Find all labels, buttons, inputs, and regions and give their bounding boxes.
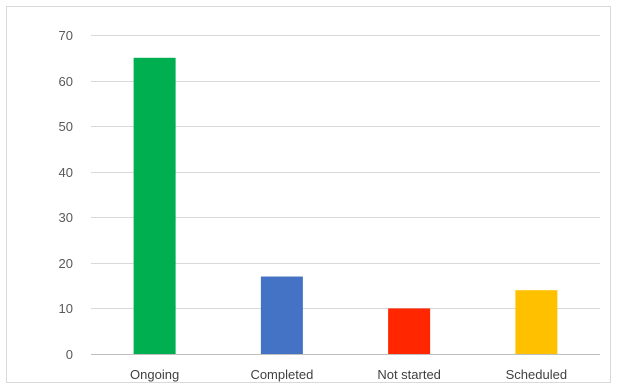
gridlines bbox=[91, 35, 600, 309]
y-tick-label-70: 70 bbox=[59, 28, 73, 43]
y-tick-label-40: 40 bbox=[59, 165, 73, 180]
y-tick-label-60: 60 bbox=[59, 74, 73, 89]
x-axis-labels: Ongoing Completed Not started Scheduled bbox=[130, 367, 567, 382]
bar-scheduled bbox=[515, 290, 558, 354]
y-tick-label-50: 50 bbox=[59, 119, 73, 134]
bars bbox=[133, 57, 558, 355]
y-tick-label-20: 20 bbox=[59, 256, 73, 271]
y-axis-ticks: 0 10 20 30 40 50 60 70 bbox=[59, 28, 73, 362]
bar-completed bbox=[260, 276, 303, 354]
x-tick-label-ongoing: Ongoing bbox=[130, 367, 179, 382]
chart-frame bbox=[6, 6, 611, 383]
bar-not-started bbox=[388, 308, 431, 354]
bar-ongoing bbox=[133, 57, 176, 355]
y-tick-label-0: 0 bbox=[66, 347, 73, 362]
x-tick-label-completed: Completed bbox=[250, 367, 313, 382]
y-tick-label-30: 30 bbox=[59, 210, 73, 225]
y-tick-label-10: 10 bbox=[59, 301, 73, 316]
x-tick-label-not-started: Not started bbox=[377, 367, 441, 382]
x-tick-label-scheduled: Scheduled bbox=[506, 367, 567, 382]
